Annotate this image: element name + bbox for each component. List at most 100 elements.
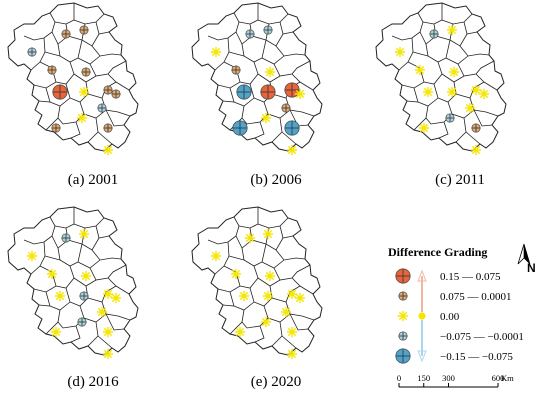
grade-symbol-plus-large bbox=[260, 84, 276, 100]
grade-symbol-minus-large bbox=[232, 120, 248, 136]
grade-symbol-minus-small bbox=[429, 29, 439, 39]
grade-symbol-zero bbox=[478, 88, 490, 100]
grade-symbol-zero bbox=[286, 144, 298, 156]
grade-symbol-zero bbox=[286, 326, 298, 338]
grade-symbol-zero bbox=[80, 270, 92, 282]
grade-symbol-zero bbox=[262, 290, 274, 302]
grade-symbol-zero bbox=[78, 86, 90, 98]
grade-symbol-plus-small bbox=[79, 25, 89, 35]
map-panel-5 bbox=[191, 206, 323, 360]
grade-symbol-minus-small bbox=[77, 317, 87, 327]
grade-symbol-plus-small bbox=[47, 65, 57, 75]
grade-symbol-zero bbox=[260, 316, 272, 328]
legend-label: 0.00 bbox=[440, 311, 460, 323]
grade-symbol-zero bbox=[418, 122, 430, 134]
grade-symbol-zero bbox=[262, 228, 274, 240]
north-label: N bbox=[527, 261, 536, 275]
grade-symbol-plus-small bbox=[471, 123, 481, 133]
grade-symbol-plus-large bbox=[284, 82, 300, 98]
grade-symbol-zero bbox=[448, 66, 460, 78]
panel-caption: (c) 2011 bbox=[435, 172, 485, 188]
panel-caption: (b) 2006 bbox=[250, 172, 302, 188]
grade-arrow bbox=[417, 269, 427, 363]
grade-symbol-zero bbox=[26, 250, 38, 262]
legend-symbol-minus-large bbox=[395, 348, 411, 364]
grade-symbol-minus-small bbox=[263, 25, 273, 35]
grade-symbol-zero bbox=[280, 306, 292, 318]
grade-symbol-plus-small bbox=[81, 67, 91, 77]
panel-caption: (d) 2016 bbox=[67, 374, 119, 390]
map-panel-2 bbox=[191, 2, 323, 156]
grade-symbol-zero bbox=[102, 348, 114, 360]
grade-symbol-minus-small bbox=[245, 29, 255, 39]
grade-symbol-zero bbox=[110, 292, 122, 304]
grade-symbol-zero bbox=[294, 292, 306, 304]
grade-symbol-minus-small bbox=[27, 47, 37, 57]
grade-symbol-zero bbox=[102, 326, 114, 338]
province-boundary bbox=[7, 2, 139, 152]
grade-symbol-zero bbox=[76, 112, 88, 124]
grade-symbol-plus-small bbox=[231, 65, 241, 75]
grade-symbol-plus-small bbox=[61, 29, 71, 39]
grade-symbol-zero bbox=[46, 268, 58, 280]
grade-symbol-minus-small bbox=[97, 103, 107, 113]
grade-symbol-zero bbox=[422, 86, 434, 98]
legend-symbol-zero bbox=[397, 310, 409, 322]
grade-symbol-zero bbox=[54, 290, 66, 302]
grade-symbol-zero bbox=[470, 144, 482, 156]
grade-symbol-plus-small bbox=[111, 89, 121, 99]
province-boundary bbox=[191, 2, 323, 152]
scale-tick-label: 300 bbox=[442, 373, 455, 383]
grade-symbol-plus-large bbox=[52, 84, 68, 100]
grade-symbol-zero bbox=[260, 112, 272, 124]
legend-label: 0.15 — 0.075 bbox=[440, 271, 501, 283]
legend-label: −0.15 — −0.075 bbox=[440, 351, 513, 363]
grade-symbol-minus-small bbox=[61, 233, 71, 243]
grade-symbol-zero bbox=[238, 290, 250, 302]
grade-symbol-zero bbox=[264, 270, 276, 282]
legend-label: −0.075 — −0.0001 bbox=[440, 331, 524, 343]
panel-caption: (e) 2020 bbox=[251, 374, 301, 390]
grade-symbol-zero bbox=[286, 288, 298, 300]
legend-label: 0.075 — 0.0001 bbox=[440, 291, 512, 303]
scale-tick-label: 600 bbox=[492, 373, 505, 383]
grade-symbol-zero bbox=[96, 306, 108, 318]
grade-symbol-zero bbox=[230, 268, 242, 280]
panel-caption: (a) 2001 bbox=[68, 172, 118, 188]
grade-symbol-plus-small bbox=[103, 85, 113, 95]
grade-symbol-zero bbox=[464, 102, 476, 114]
grade-symbol-plus-small bbox=[281, 103, 291, 113]
legend-symbol-minus-small bbox=[398, 331, 408, 341]
grade-symbol-zero bbox=[244, 232, 256, 244]
grade-symbol-minus-small bbox=[79, 291, 89, 301]
grade-symbol-zero bbox=[286, 348, 298, 360]
grade-symbol-zero bbox=[446, 24, 458, 36]
grade-symbol-zero bbox=[446, 86, 458, 98]
grade-symbol-zero bbox=[294, 88, 306, 100]
grade-symbol-zero bbox=[210, 250, 222, 262]
grade-symbol-zero bbox=[264, 66, 276, 78]
scale-unit: Km bbox=[501, 373, 514, 383]
grade-symbol-plus-small bbox=[103, 123, 113, 133]
province-boundary bbox=[191, 206, 323, 356]
grade-symbol-zero bbox=[394, 46, 406, 58]
grade-symbol-zero bbox=[102, 144, 114, 156]
grade-symbol-minus-large bbox=[284, 120, 300, 136]
legend-title: Difference Grading bbox=[388, 245, 487, 259]
grade-symbol-zero bbox=[210, 46, 222, 58]
grade-symbol-zero bbox=[50, 326, 62, 338]
legend-symbol-plus-small bbox=[398, 291, 408, 301]
map-panel-3 bbox=[375, 2, 507, 156]
legend-symbol-plus-large bbox=[395, 268, 411, 284]
grade-symbol-zero bbox=[234, 326, 246, 338]
grade-symbol-zero bbox=[78, 228, 90, 240]
scale-tick-label: 0 bbox=[397, 373, 401, 383]
province-boundary bbox=[7, 206, 139, 356]
grade-symbol-minus-small bbox=[445, 113, 455, 123]
grade-symbol-zero bbox=[470, 84, 482, 96]
grade-symbol-minus-large bbox=[236, 84, 252, 100]
map-panel-1 bbox=[7, 2, 139, 156]
grade-symbol-zero bbox=[102, 288, 114, 300]
